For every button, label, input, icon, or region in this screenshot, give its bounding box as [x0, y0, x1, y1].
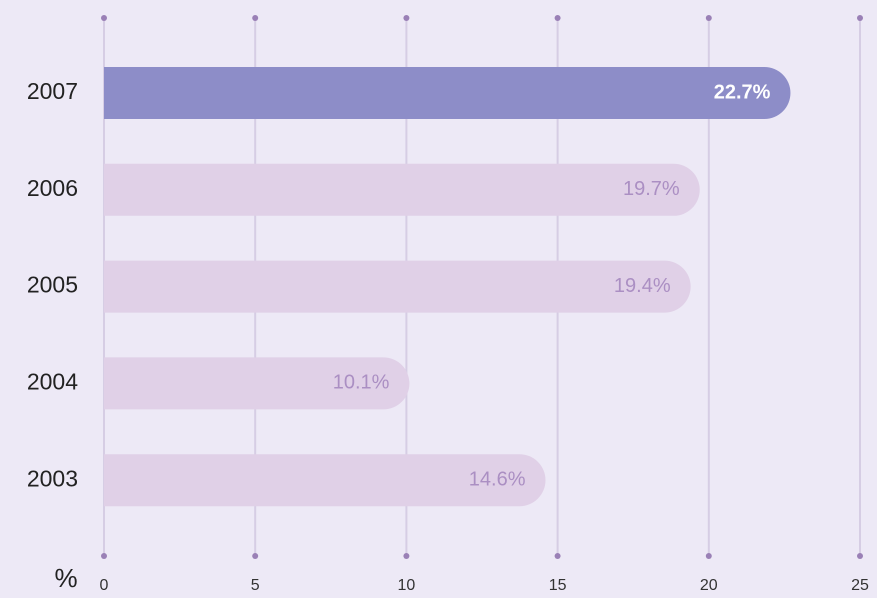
y-tick-label: 2004 — [27, 368, 78, 394]
bar — [104, 454, 546, 507]
x-tick-label: 25 — [851, 577, 869, 594]
y-tick-label: 2005 — [27, 272, 78, 298]
bar — [104, 67, 791, 119]
tick-dot — [252, 15, 259, 21]
x-tick-label: 20 — [700, 577, 718, 594]
x-axis-label: % — [54, 563, 77, 593]
tick-dot — [403, 553, 410, 559]
tick-dot — [857, 15, 863, 21]
y-tick-label: 2006 — [27, 175, 78, 201]
x-tick-label: 10 — [398, 577, 416, 594]
tick-dot — [403, 15, 410, 21]
tick-dot — [101, 553, 107, 559]
y-tick-label: 2003 — [27, 465, 78, 491]
tick-dot — [554, 553, 561, 559]
bar — [104, 357, 410, 410]
bar — [104, 260, 691, 313]
value-label: 19.4% — [614, 275, 671, 297]
tick-dot — [705, 15, 712, 21]
bar — [104, 163, 700, 216]
value-label: 19.7% — [623, 178, 680, 200]
tick-dot — [101, 15, 107, 21]
value-label: 10.1% — [333, 372, 390, 394]
tick-dot — [857, 553, 863, 559]
value-label: 22.7% — [714, 81, 771, 103]
value-label: 14.6% — [469, 468, 526, 490]
y-tick-label: 2007 — [27, 78, 78, 104]
tick-dot — [705, 553, 712, 559]
tick-dot — [554, 15, 561, 21]
x-tick-label: 5 — [251, 577, 260, 594]
tick-dot — [252, 553, 259, 559]
x-tick-label: 15 — [549, 577, 567, 594]
x-tick-label: 0 — [100, 577, 109, 594]
